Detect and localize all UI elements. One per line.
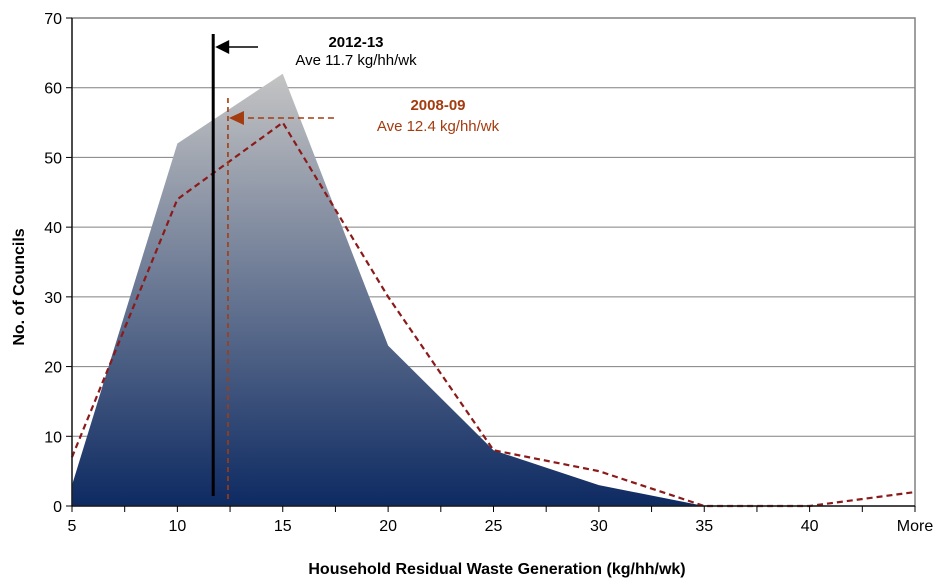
area-2012-13 <box>72 73 915 507</box>
y-tick-label-10: 10 <box>44 429 62 446</box>
y-tick-label-60: 60 <box>44 81 62 98</box>
x-tick-label-25: 25 <box>485 518 503 535</box>
x-tick-label-20: 20 <box>379 518 397 535</box>
x-tick-label-10: 10 <box>168 518 186 535</box>
annotation-lines <box>211 34 334 500</box>
x-tick-label-35: 35 <box>695 518 713 535</box>
y-tick-label-40: 40 <box>44 220 62 237</box>
y-axis-title: No. of Councils <box>11 228 28 345</box>
y-tick-label-70: 70 <box>44 11 62 28</box>
annotation-2008-09-text: Ave 12.4 kg/hh/wk <box>377 118 500 135</box>
y-tick-label-30: 30 <box>44 290 62 307</box>
annotation-2012-13-title: 2012-13 <box>328 34 383 51</box>
y-tick-labels: 0 10 20 30 40 50 60 70 <box>44 11 62 516</box>
x-tick-label-More: More <box>897 518 934 535</box>
y-tick-label-50: 50 <box>44 150 62 167</box>
y-tick-label-20: 20 <box>44 360 62 377</box>
x-tick-label-15: 15 <box>274 518 292 535</box>
series-2012-13-area <box>72 73 915 507</box>
y-tick-label-0: 0 <box>53 499 62 516</box>
annotation-2012-13-arrowhead <box>215 40 230 54</box>
x-tick-labels: 5 10 15 20 25 30 35 40 More <box>68 518 934 535</box>
annotation-2012-13-text: Ave 11.7 kg/hh/wk <box>295 52 417 69</box>
x-axis-title: Household Residual Waste Generation (kg/… <box>308 561 685 578</box>
axes <box>66 17 916 512</box>
x-tick-label-40: 40 <box>801 518 819 535</box>
annotation-2008-09-title: 2008-09 <box>410 97 465 114</box>
annotation-2008-09-arrowhead <box>228 111 244 125</box>
x-tick-label-30: 30 <box>590 518 608 535</box>
x-tick-label-5: 5 <box>68 518 77 535</box>
